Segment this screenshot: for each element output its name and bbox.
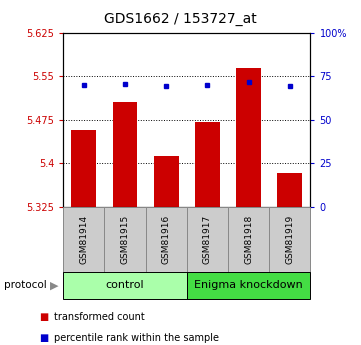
Text: GSM81914: GSM81914 [79,215,88,264]
Bar [269,207,310,273]
Text: ▶: ▶ [50,280,58,290]
Text: Enigma knockdown: Enigma knockdown [194,280,303,290]
Bar [228,207,269,273]
Text: transformed count: transformed count [54,313,145,322]
Bar [63,272,187,299]
Text: GSM81919: GSM81919 [285,215,294,264]
Bar [195,122,220,207]
Text: GSM81915: GSM81915 [121,215,130,264]
Bar [236,68,261,207]
Bar [278,173,302,207]
Bar [154,156,179,207]
Text: GSM81916: GSM81916 [162,215,171,264]
Bar [104,207,145,273]
Bar [71,130,96,207]
Text: GDS1662 / 153727_at: GDS1662 / 153727_at [104,12,257,26]
Text: GSM81917: GSM81917 [203,215,212,264]
Text: control: control [106,280,144,290]
Bar [187,207,228,273]
Bar [113,102,137,207]
Text: percentile rank within the sample: percentile rank within the sample [54,333,219,343]
Bar [145,207,187,273]
Bar [187,272,310,299]
Text: ■: ■ [39,313,48,322]
Bar [63,207,104,273]
Text: protocol: protocol [4,280,46,290]
Text: GSM81918: GSM81918 [244,215,253,264]
Text: ■: ■ [39,333,48,343]
